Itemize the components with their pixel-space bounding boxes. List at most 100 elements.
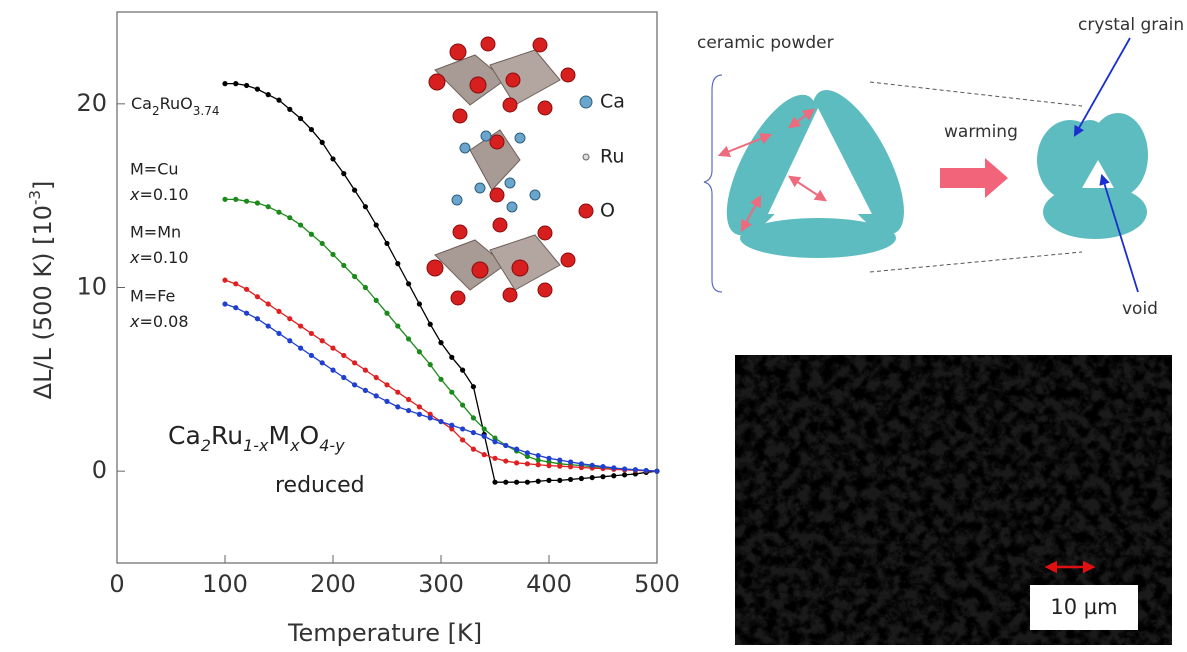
data-point xyxy=(514,460,519,465)
label-warming: warming xyxy=(944,122,1018,142)
data-point xyxy=(406,336,411,341)
x-tick-label: 400 xyxy=(526,570,572,598)
data-point xyxy=(395,390,400,395)
data-point xyxy=(363,368,368,373)
data-point xyxy=(622,466,627,471)
data-point xyxy=(428,415,433,420)
data-point xyxy=(222,81,227,86)
data-point xyxy=(233,281,238,286)
data-point xyxy=(287,215,292,220)
data-point xyxy=(644,468,649,473)
formula-part: 1-x xyxy=(243,436,269,455)
data-point xyxy=(579,476,584,481)
data-point xyxy=(417,412,422,417)
data-point xyxy=(287,107,292,112)
data-point xyxy=(600,464,605,469)
inset-legend-label: Ca xyxy=(600,91,625,113)
data-point xyxy=(233,305,238,310)
data-point xyxy=(255,87,260,92)
warming-arrow xyxy=(940,158,1008,198)
data-point xyxy=(320,338,325,343)
data-point xyxy=(525,480,530,485)
data-point xyxy=(266,204,271,209)
data-point xyxy=(611,473,616,478)
y-tick-label: 0 xyxy=(92,456,107,484)
data-point xyxy=(471,447,476,452)
data-point xyxy=(320,140,325,145)
data-point xyxy=(363,285,368,290)
data-point xyxy=(298,222,303,227)
data-point xyxy=(384,399,389,404)
x-tick-label: 100 xyxy=(202,570,248,598)
y-axis-label-part: ] xyxy=(29,181,57,190)
data-point xyxy=(330,346,335,351)
x-axis-label: Temperature [K] xyxy=(287,619,482,647)
data-point xyxy=(568,477,573,482)
data-point xyxy=(536,453,541,458)
data-point xyxy=(590,463,595,468)
data-point xyxy=(352,382,357,387)
x-tick-label: 300 xyxy=(418,570,464,598)
data-point xyxy=(341,263,346,268)
data-point xyxy=(320,360,325,365)
data-point xyxy=(536,479,541,484)
formula-part: 2 xyxy=(201,436,211,455)
data-point xyxy=(395,261,400,266)
series-label: M=Fe xyxy=(130,287,175,306)
formula-part: 4-y xyxy=(319,436,345,455)
data-point xyxy=(471,384,476,389)
data-point xyxy=(460,426,465,431)
series-note: x=0.10 xyxy=(129,185,189,204)
data-point xyxy=(460,402,465,407)
label-ceramic: ceramic powder xyxy=(697,33,834,53)
inset-legend-label: Ru xyxy=(600,146,624,168)
data-point xyxy=(222,278,227,283)
data-point xyxy=(341,171,346,176)
data-point xyxy=(244,287,249,292)
data-point xyxy=(330,368,335,373)
data-point xyxy=(287,316,292,321)
data-point xyxy=(492,456,497,461)
series-note: x=0.10 xyxy=(129,248,189,267)
data-point xyxy=(417,404,422,409)
data-point xyxy=(503,443,508,448)
data-point xyxy=(568,459,573,464)
scale-label: 10 µm xyxy=(1050,595,1117,619)
brace xyxy=(704,75,722,292)
diagram: ceramic powder warming crystal grain voi… xyxy=(697,15,1184,319)
formula-part: M xyxy=(268,421,290,450)
y-axis-label-part: -3 xyxy=(26,190,44,205)
formula-part: O xyxy=(300,421,320,450)
data-point xyxy=(525,461,530,466)
data-point xyxy=(244,311,249,316)
data-point xyxy=(406,408,411,413)
data-point xyxy=(233,197,238,202)
data-point xyxy=(557,464,562,469)
formula-part: Ca xyxy=(168,421,201,450)
data-point xyxy=(276,98,281,103)
data-point xyxy=(417,349,422,354)
data-point xyxy=(482,426,487,431)
x-tick-label: 0 xyxy=(109,570,124,598)
data-point xyxy=(514,480,519,485)
data-point xyxy=(503,458,508,463)
data-point xyxy=(546,463,551,468)
data-point xyxy=(309,331,314,336)
data-point xyxy=(266,323,271,328)
data-point xyxy=(222,301,227,306)
series-label: Ca2RuO3.74 xyxy=(131,94,219,118)
series-note: x=0.08 xyxy=(129,312,189,331)
data-point xyxy=(428,322,433,327)
data-point xyxy=(633,467,638,472)
data-point xyxy=(471,430,476,435)
data-point xyxy=(276,210,281,215)
data-point xyxy=(395,404,400,409)
guide xyxy=(870,252,1082,272)
data-point xyxy=(298,323,303,328)
data-point xyxy=(363,204,368,209)
x-tick-label: 500 xyxy=(634,570,680,598)
data-point xyxy=(406,281,411,286)
data-point xyxy=(525,450,530,455)
label-grain: crystal grain xyxy=(1078,15,1184,35)
